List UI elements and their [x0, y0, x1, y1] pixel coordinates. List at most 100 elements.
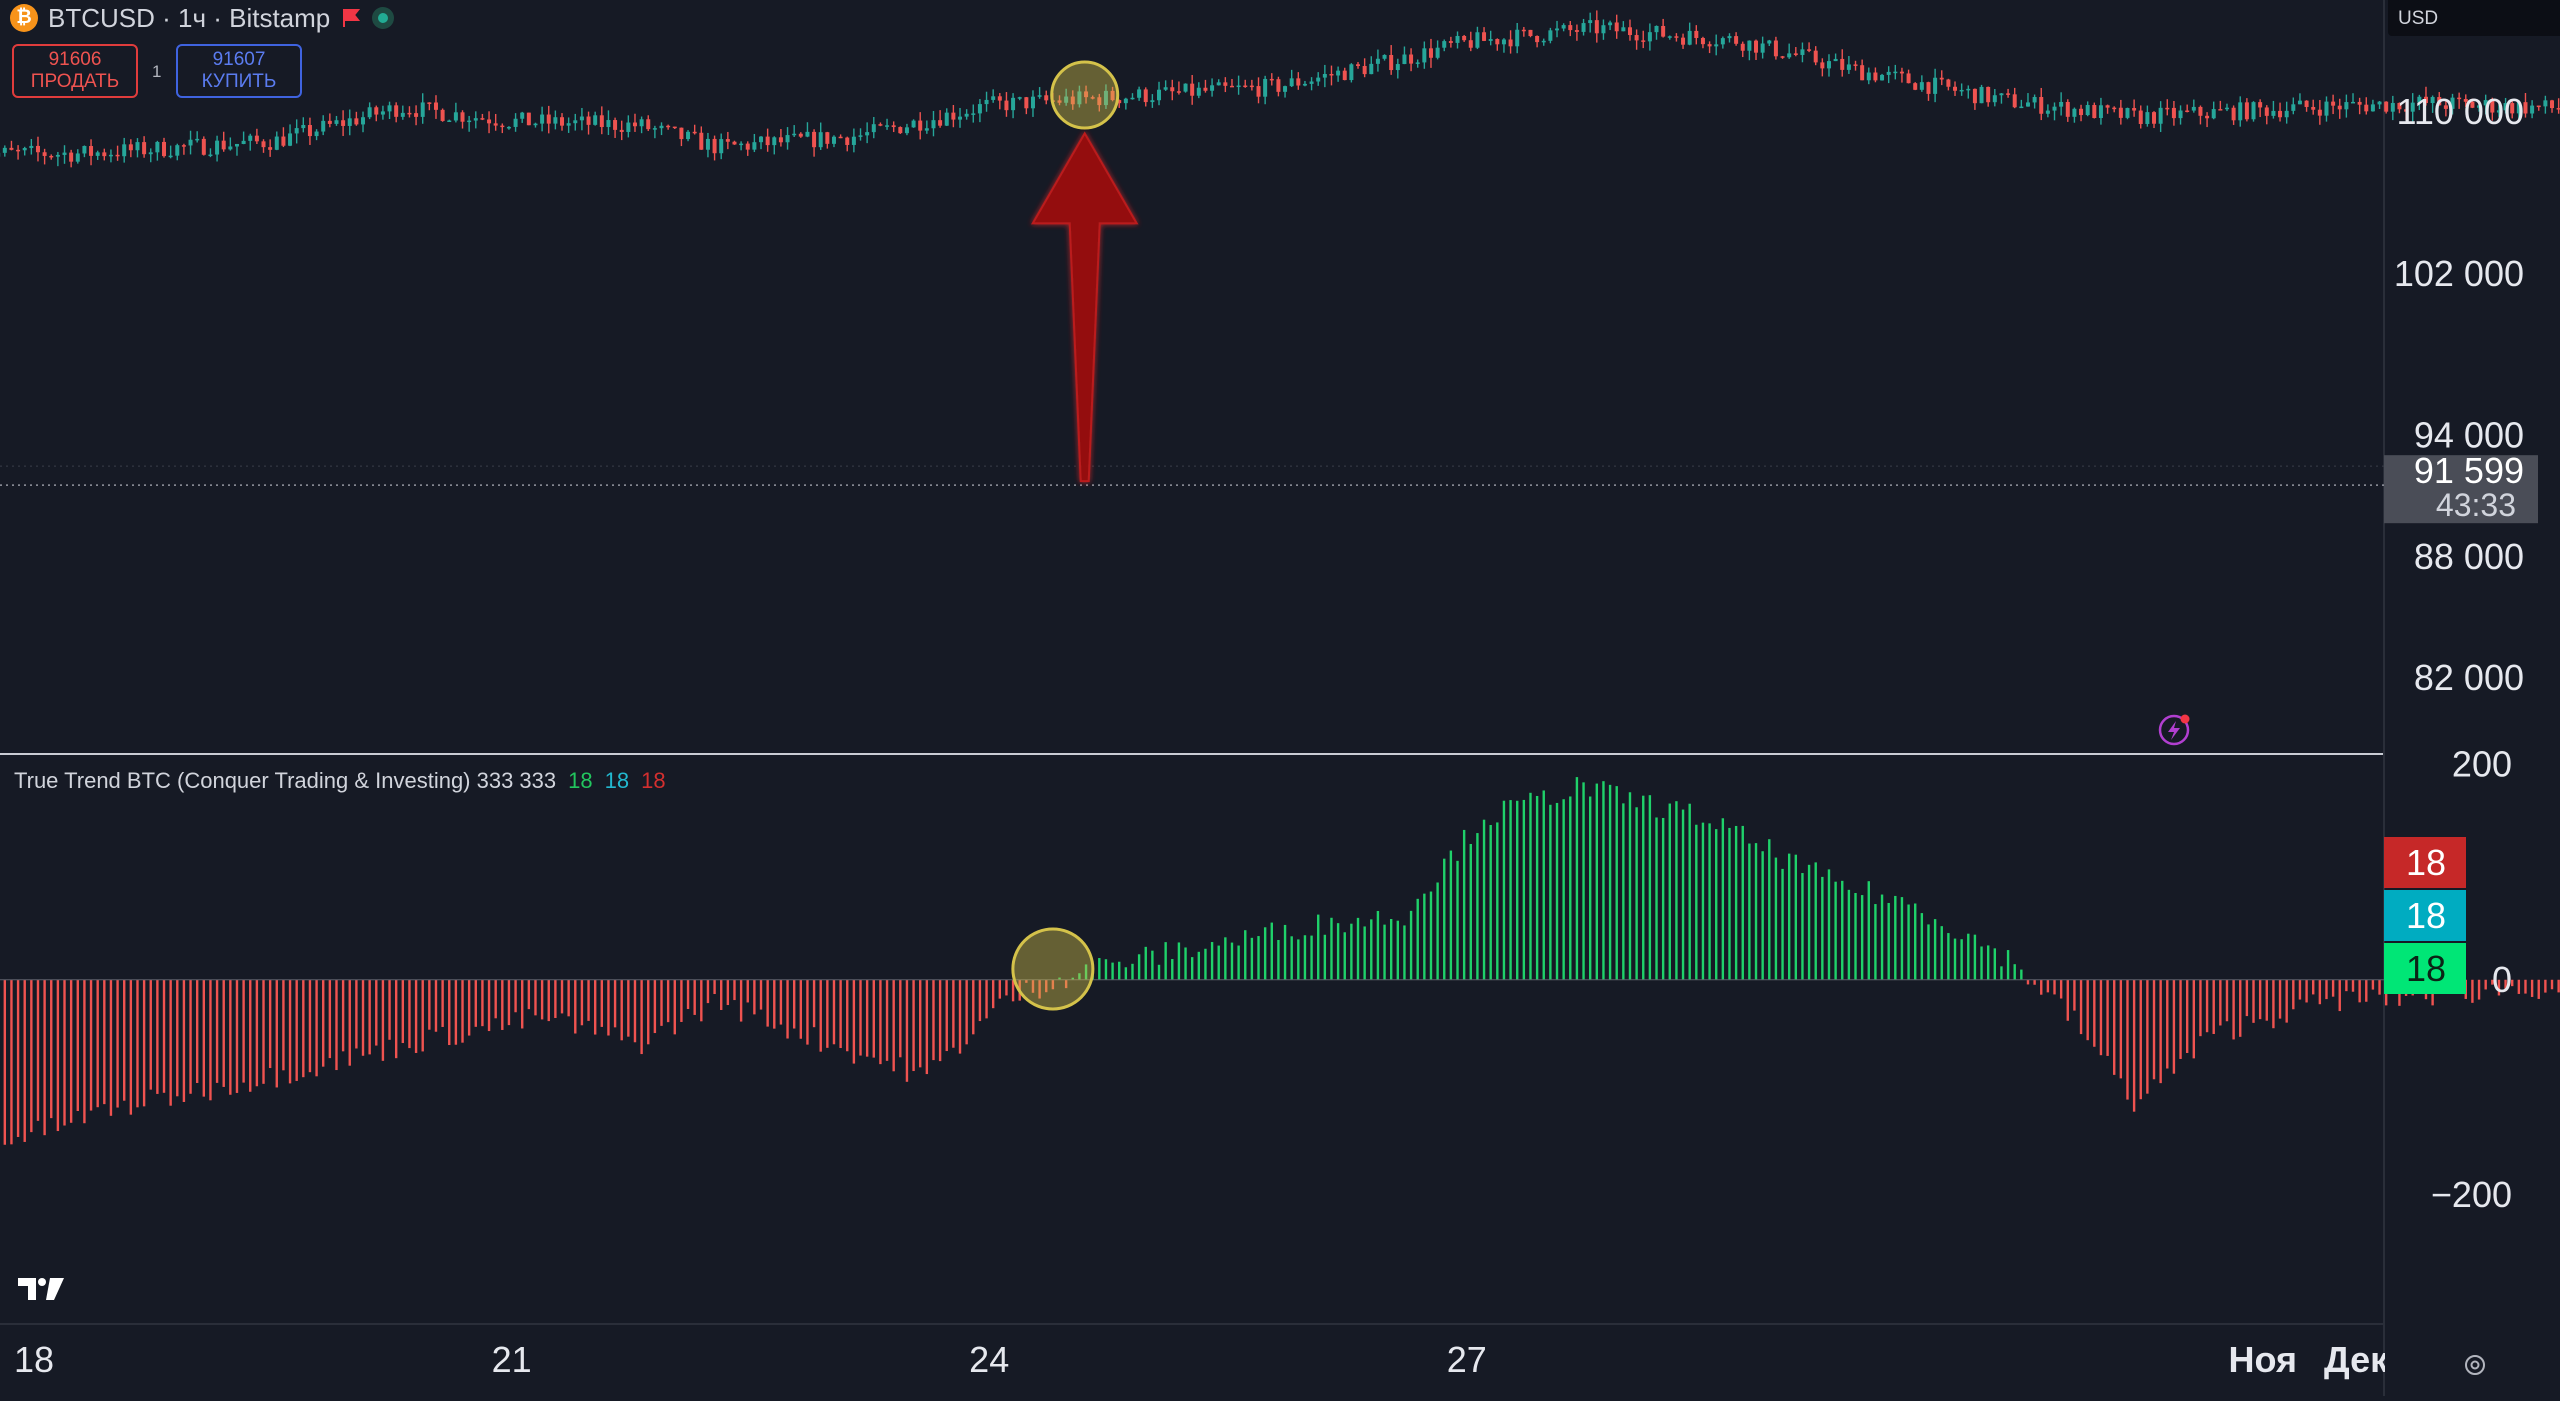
histogram-bar: [2140, 980, 2142, 1099]
time-axis[interactable]: 18212427Ноя4710131619222528Дек: [14, 1326, 2560, 1396]
candle-body: [29, 146, 33, 148]
candle-body: [275, 137, 279, 150]
histogram-bar: [2219, 980, 2221, 1026]
candle-body: [2338, 106, 2342, 110]
candle-body: [1396, 64, 1400, 70]
currency-selector[interactable]: USD: [2388, 0, 2560, 36]
candle-body: [2324, 102, 2328, 116]
histogram-bar: [2478, 980, 2480, 1000]
settings-icon[interactable]: [2462, 1352, 2488, 1378]
indicator-pane[interactable]: [0, 756, 2384, 1324]
price-tick-label: 88 000: [2414, 536, 2524, 577]
histogram-bar: [1801, 873, 1803, 980]
histogram-bar: [932, 980, 934, 1060]
alert-bolt-icon[interactable]: [2156, 712, 2192, 748]
histogram-bar: [1277, 940, 1279, 980]
histogram-bar: [1357, 918, 1359, 980]
symbol-header[interactable]: ₿ BTCUSD · 1ч · Bitstamp: [10, 0, 394, 36]
candle-body: [1555, 28, 1559, 30]
candle-body: [772, 137, 776, 145]
histogram-bar: [1363, 926, 1365, 979]
histogram-bar: [2345, 980, 2347, 991]
candle-body: [812, 132, 816, 147]
candle-body: [421, 102, 425, 116]
candle-body: [2523, 102, 2527, 113]
candle-body: [427, 102, 431, 104]
candle-body: [474, 118, 478, 120]
candle-body: [713, 139, 717, 153]
candle-body: [1011, 98, 1015, 110]
indicator-name[interactable]: True Trend BTC (Conquer Trading & Invest…: [14, 768, 556, 794]
candle-body: [23, 148, 27, 150]
candle-body: [732, 142, 736, 145]
candle-body: [1290, 78, 1294, 86]
histogram-bar: [554, 980, 556, 1018]
candle-body: [2271, 111, 2275, 116]
histogram-bar: [1516, 801, 1518, 980]
candle-body: [1482, 32, 1486, 41]
candle-body: [1721, 38, 1725, 44]
histogram-bar: [329, 980, 331, 1058]
histogram-bar: [1284, 925, 1286, 980]
histogram-bar: [2557, 980, 2559, 993]
candle-body: [1436, 48, 1440, 58]
candle-body: [1840, 59, 1844, 70]
histogram-bar: [1642, 796, 1644, 980]
histogram-bar: [747, 980, 749, 1003]
indicator-legend[interactable]: True Trend BTC (Conquer Trading & Invest…: [14, 768, 666, 794]
histogram-bar: [1423, 894, 1425, 980]
candle-body: [2119, 108, 2123, 118]
histogram-bar: [1244, 930, 1246, 980]
histogram-bar: [1834, 882, 1836, 980]
candle-body: [1827, 61, 1831, 68]
histogram-bar: [1649, 795, 1651, 980]
sell-price: 91606: [49, 49, 102, 71]
order-quantity[interactable]: 1: [152, 62, 161, 82]
price-pane[interactable]: [0, 0, 2384, 752]
histogram-bar: [1231, 943, 1233, 980]
histogram-bar: [2047, 980, 2049, 993]
buy-button[interactable]: 91607 КУПИТЬ: [176, 44, 302, 98]
histogram-bar: [2538, 980, 2540, 999]
price-tick-label: 110 000: [2397, 91, 2524, 132]
histogram-bar: [521, 980, 523, 1029]
candle-body: [122, 144, 126, 156]
candle-body: [222, 141, 226, 150]
histogram-bar: [879, 980, 881, 1064]
buy-label: КУПИТЬ: [202, 71, 277, 93]
histogram-bar: [189, 980, 191, 1094]
candle-body: [1575, 30, 1579, 32]
candle-body: [1588, 20, 1592, 23]
candle-body: [1462, 36, 1466, 40]
candle-body: [2265, 107, 2269, 115]
candle-body: [786, 135, 790, 142]
candle-body: [69, 153, 73, 162]
histogram-bar: [654, 980, 656, 1033]
histogram-bar: [912, 980, 914, 1071]
histogram-bar: [972, 980, 974, 1035]
histogram-bar: [640, 980, 642, 1054]
candle-body: [189, 140, 193, 146]
histogram-bar: [700, 980, 702, 1022]
histogram-bar: [475, 980, 477, 1027]
flag-icon[interactable]: [340, 7, 362, 29]
histogram-bar: [707, 980, 709, 1003]
candle-body: [2165, 108, 2169, 110]
candle-body: [1940, 78, 1944, 80]
histogram-bar: [2093, 980, 2095, 1047]
sell-button[interactable]: 91606 ПРОДАТЬ: [12, 44, 138, 98]
histogram-bar: [740, 980, 742, 1022]
tradingview-logo-icon[interactable]: [16, 1274, 68, 1304]
histogram-bar: [1257, 936, 1259, 980]
candle-body: [1283, 86, 1287, 92]
histogram-bar: [1489, 825, 1491, 980]
symbol-title[interactable]: BTCUSD · 1ч · Bitstamp: [48, 3, 330, 34]
histogram-bar: [2179, 980, 2181, 1059]
candle-body: [2079, 109, 2083, 115]
histogram-bar: [2332, 980, 2334, 997]
histogram-bar: [176, 980, 178, 1097]
histogram-bar: [322, 980, 324, 1067]
histogram-bar: [335, 980, 337, 1070]
